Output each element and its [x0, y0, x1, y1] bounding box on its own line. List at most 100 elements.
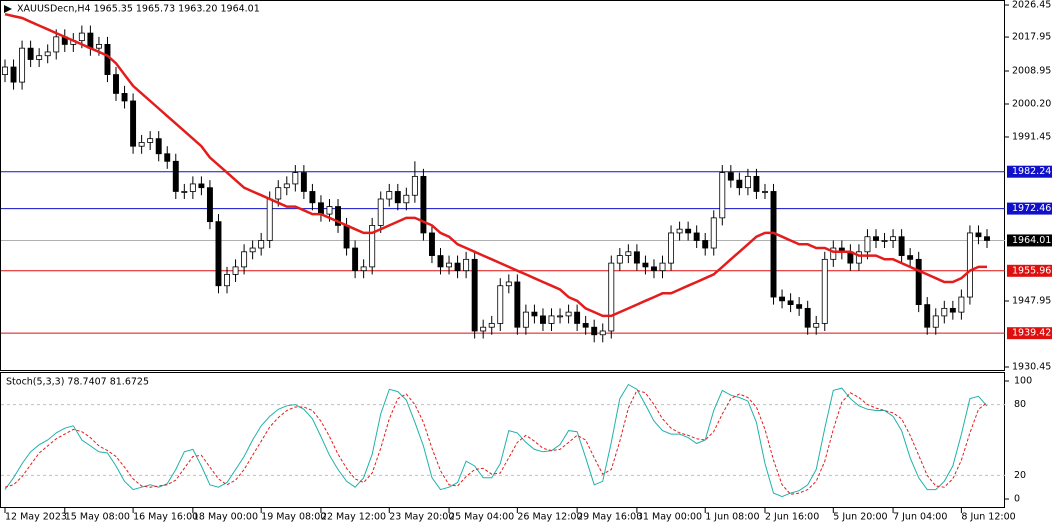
candle-body — [437, 255, 444, 268]
x-tick-label: 5 Jun 20:00 — [833, 512, 887, 523]
x-tick-label: 25 May 04:00 — [449, 512, 514, 523]
x-tick-label: 16 May 16:00 — [133, 512, 198, 523]
candle-body — [659, 262, 666, 272]
candle-body — [2, 66, 8, 75]
last-price-label: 1964.01 — [1012, 235, 1051, 246]
candle-body — [514, 281, 521, 328]
candle-body — [873, 236, 879, 241]
stoch-pane-frame — [0, 372, 1005, 508]
candle-body — [360, 266, 367, 272]
candle-body — [813, 323, 820, 328]
y-tick-label: 80 — [1014, 399, 1026, 410]
candle-body — [565, 311, 572, 317]
x-tick-label: 15 May 08:00 — [65, 512, 130, 523]
level-label-box — [1007, 202, 1052, 215]
candle-body — [753, 175, 760, 192]
indicator-line — [4, 12, 987, 318]
candle-body — [966, 232, 973, 298]
candle-body — [95, 44, 102, 49]
x-tick-label: 1 Jun 08:00 — [705, 512, 759, 523]
level-label: 1982.24 — [1012, 166, 1051, 177]
candle-body — [599, 330, 606, 336]
candle-body — [958, 296, 965, 313]
candle-body — [266, 198, 273, 241]
candle-body — [727, 172, 734, 181]
candle-body — [540, 315, 546, 324]
candle-body — [702, 240, 709, 249]
candle-body — [317, 202, 324, 215]
candle-body — [787, 300, 794, 305]
y-tick-label: 2008.95 — [1012, 65, 1051, 76]
candle-body — [241, 251, 248, 268]
candle-body — [121, 93, 128, 102]
candle-body — [796, 304, 803, 309]
level-label: 1955.96 — [1012, 265, 1051, 276]
x-tick-label: 26 May 12:00 — [517, 512, 582, 523]
candle-body — [522, 311, 529, 328]
candle-body — [130, 100, 137, 147]
x-tick-label: 23 May 20:00 — [389, 512, 454, 523]
candle-body — [625, 251, 632, 256]
candle-body — [924, 304, 931, 328]
candle-body — [206, 187, 213, 223]
y-tick-label: 1991.45 — [1012, 131, 1051, 142]
candle-body — [411, 175, 418, 196]
y-tick-label: 0 — [1014, 494, 1020, 505]
candle-body — [693, 232, 700, 241]
candle-body — [377, 198, 384, 226]
candle-body — [326, 206, 333, 215]
candle-body — [403, 194, 410, 204]
candle-body — [44, 51, 51, 57]
candle-body — [881, 240, 888, 242]
candle-body — [480, 326, 487, 332]
symbol-icon — [4, 5, 12, 13]
level-label-box — [1007, 165, 1052, 178]
candle-body — [189, 183, 196, 192]
y-tick-label: 2026.45 — [1012, 0, 1051, 11]
candle-body — [198, 183, 205, 189]
stoch-title: Stoch(5,3,3) 78.7407 81.6725 — [6, 377, 149, 388]
candle-body — [232, 266, 239, 275]
x-tick-label: 18 May 00:00 — [193, 512, 258, 523]
indicator-line — [4, 383, 988, 498]
candle-body — [164, 153, 171, 162]
candle-body — [386, 191, 393, 200]
candle-body — [616, 255, 623, 264]
candle-body — [804, 307, 811, 328]
candle-body — [744, 175, 751, 189]
y-tick-label: 20 — [1014, 470, 1026, 481]
candle-body — [147, 138, 154, 143]
candle-body — [488, 323, 495, 328]
candle-body — [984, 236, 990, 241]
candle-body — [915, 258, 922, 305]
x-tick-label: 19 May 08:00 — [261, 512, 326, 523]
y-tick-label: 2017.95 — [1012, 32, 1051, 43]
candle-body — [651, 266, 657, 272]
candle-body — [890, 236, 897, 241]
candle-body — [736, 179, 743, 189]
level-label-box — [1007, 327, 1052, 340]
candle-body — [864, 236, 871, 253]
candle-body — [394, 191, 401, 204]
candle-body — [855, 251, 862, 264]
candle-body — [975, 232, 982, 238]
y-tick-label: 1930.45 — [1012, 362, 1051, 373]
x-tick-label: 2 Jun 16:00 — [765, 512, 819, 523]
candle-body — [420, 175, 427, 234]
chart-title: XAUUSDecn,H4 1965.35 1965.73 1963.20 196… — [17, 4, 260, 15]
y-tick-label: 2000.20 — [1012, 98, 1051, 109]
candle-body — [300, 172, 307, 192]
y-tick-label: 100 — [1014, 376, 1032, 387]
candle-body — [830, 247, 837, 260]
candle-body — [428, 232, 435, 256]
indicator-line — [4, 389, 988, 495]
candle-body — [309, 191, 316, 204]
candle-body — [497, 285, 504, 324]
candle-body — [463, 258, 470, 272]
candle-body — [710, 217, 717, 249]
candle-body — [224, 274, 230, 287]
candle-body — [292, 172, 299, 185]
candle-body — [949, 307, 956, 313]
candle-body — [676, 228, 683, 234]
